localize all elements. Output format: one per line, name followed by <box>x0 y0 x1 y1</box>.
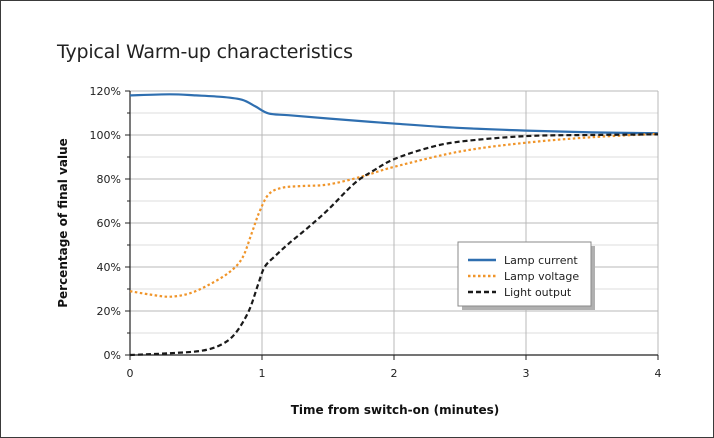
legend-label-lamp-current: Lamp current <box>504 254 578 267</box>
y-axis-label: Percentage of final value <box>56 138 70 308</box>
x-tick-label: 2 <box>391 367 398 380</box>
legend-box <box>457 241 592 307</box>
y-tick-label: 40% <box>97 261 121 274</box>
series-lines <box>129 93 659 357</box>
y-tick-label: 100% <box>90 129 121 142</box>
legend: Lamp current Lamp voltage Light output <box>457 241 595 310</box>
tick-labels: 0% 20% 40% 60% 80% 100% 120% 0 1 2 3 4 <box>90 85 662 380</box>
y-tick-label: 60% <box>97 217 121 230</box>
x-tick-label: 0 <box>127 367 134 380</box>
y-tick-label: 80% <box>97 173 121 186</box>
x-tick-label: 1 <box>259 367 266 380</box>
series-line-lamp-current <box>129 93 659 135</box>
series-line-light-output <box>129 133 659 357</box>
x-tick-label: 4 <box>655 367 662 380</box>
x-axis-label: Time from switch-on (minutes) <box>291 403 500 417</box>
axes <box>125 90 659 360</box>
y-tick-label: 20% <box>97 305 121 318</box>
grid <box>130 90 659 355</box>
y-tick-label: 120% <box>90 85 121 98</box>
x-tick-label: 3 <box>523 367 530 380</box>
chart-title: Typical Warm-up characteristics <box>57 41 353 63</box>
y-tick-label: 0% <box>104 349 121 362</box>
legend-label-lamp-voltage: Lamp voltage <box>504 270 579 283</box>
legend-label-light-output: Light output <box>504 286 572 299</box>
series-line-lamp-voltage <box>129 132 659 298</box>
